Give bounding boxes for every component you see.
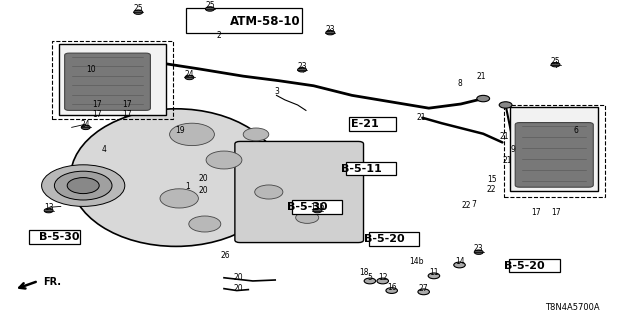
Text: 25: 25 (205, 1, 215, 10)
Circle shape (326, 30, 335, 35)
FancyBboxPatch shape (369, 232, 419, 246)
Ellipse shape (70, 109, 282, 246)
Text: 21: 21 (417, 113, 426, 122)
Text: B-5-30: B-5-30 (287, 202, 328, 212)
Text: 18: 18 (359, 268, 368, 277)
Text: 24: 24 (81, 120, 91, 129)
Circle shape (454, 262, 465, 268)
FancyBboxPatch shape (59, 44, 166, 115)
Circle shape (364, 278, 376, 284)
Text: 8: 8 (457, 79, 462, 88)
Circle shape (205, 7, 214, 11)
Text: E-21: E-21 (351, 119, 379, 129)
Text: 15: 15 (486, 175, 497, 184)
Text: 2: 2 (216, 31, 221, 40)
Circle shape (298, 68, 307, 72)
Circle shape (499, 102, 512, 108)
Text: 20: 20 (233, 284, 243, 293)
FancyBboxPatch shape (186, 8, 302, 33)
Text: B-5-20: B-5-20 (504, 260, 545, 271)
Text: 23: 23 (474, 244, 484, 253)
FancyBboxPatch shape (509, 259, 560, 272)
Text: 22: 22 (461, 201, 470, 210)
Text: 20: 20 (198, 186, 209, 195)
Text: 13b: 13b (310, 203, 324, 212)
Text: T8N4A5700A: T8N4A5700A (545, 303, 600, 312)
Circle shape (206, 151, 242, 169)
Text: 1: 1 (185, 182, 190, 191)
Circle shape (428, 273, 440, 279)
Text: 4: 4 (102, 145, 107, 154)
Text: 26: 26 (220, 251, 230, 260)
Circle shape (477, 95, 490, 102)
FancyBboxPatch shape (292, 200, 342, 214)
Text: 9: 9 (511, 145, 516, 154)
Circle shape (54, 171, 112, 200)
Text: 19: 19 (175, 126, 186, 135)
Circle shape (313, 208, 322, 213)
Circle shape (386, 288, 397, 293)
Text: B-5-20: B-5-20 (364, 234, 404, 244)
Text: 24: 24 (184, 70, 195, 79)
Circle shape (474, 250, 483, 254)
Text: 5: 5 (367, 273, 372, 282)
Text: 22: 22 (487, 185, 496, 194)
Text: 10: 10 (86, 65, 96, 74)
Text: 21: 21 (502, 156, 511, 165)
Text: B-5-11: B-5-11 (341, 164, 382, 174)
Text: 17: 17 (122, 110, 132, 119)
Text: FR.: FR. (44, 277, 61, 287)
Text: 17: 17 (122, 100, 132, 109)
Circle shape (185, 75, 194, 80)
Text: 12: 12 (378, 273, 387, 282)
Circle shape (243, 128, 269, 141)
Text: 21: 21 (477, 72, 486, 81)
Circle shape (170, 123, 214, 146)
Text: B-5-30: B-5-30 (38, 232, 79, 243)
Text: 27: 27 (419, 284, 429, 293)
FancyBboxPatch shape (349, 117, 396, 131)
Text: 17: 17 (531, 208, 541, 217)
Text: 14: 14 (454, 257, 465, 266)
Circle shape (67, 178, 99, 194)
FancyBboxPatch shape (65, 53, 150, 110)
Text: 25: 25 (550, 57, 561, 66)
Text: 11: 11 (429, 268, 438, 277)
FancyBboxPatch shape (29, 230, 80, 244)
FancyBboxPatch shape (346, 162, 396, 175)
Circle shape (255, 185, 283, 199)
Text: 23: 23 (325, 25, 335, 34)
Circle shape (81, 125, 90, 130)
FancyBboxPatch shape (510, 107, 598, 191)
Text: 23: 23 (297, 62, 307, 71)
Circle shape (418, 289, 429, 295)
Text: 21: 21 (500, 132, 509, 141)
Text: 17: 17 (92, 100, 102, 109)
Text: 7: 7 (471, 200, 476, 209)
Text: 20: 20 (233, 273, 243, 282)
FancyBboxPatch shape (515, 123, 593, 187)
Text: ATM-58-10: ATM-58-10 (230, 15, 301, 28)
Text: 17: 17 (92, 110, 102, 119)
Circle shape (296, 212, 319, 223)
Text: 16: 16 (387, 283, 397, 292)
FancyBboxPatch shape (235, 141, 364, 243)
Circle shape (377, 278, 388, 284)
Text: 6: 6 (573, 126, 579, 135)
Circle shape (189, 216, 221, 232)
Circle shape (134, 10, 143, 14)
Text: 17: 17 (550, 208, 561, 217)
Text: 13: 13 (44, 203, 54, 212)
Circle shape (160, 189, 198, 208)
Circle shape (551, 62, 560, 67)
Circle shape (42, 165, 125, 206)
Text: 14b: 14b (409, 257, 423, 266)
Circle shape (44, 208, 53, 213)
Text: 25: 25 (133, 4, 143, 13)
Text: 20: 20 (198, 174, 209, 183)
Text: 3: 3 (274, 87, 279, 96)
